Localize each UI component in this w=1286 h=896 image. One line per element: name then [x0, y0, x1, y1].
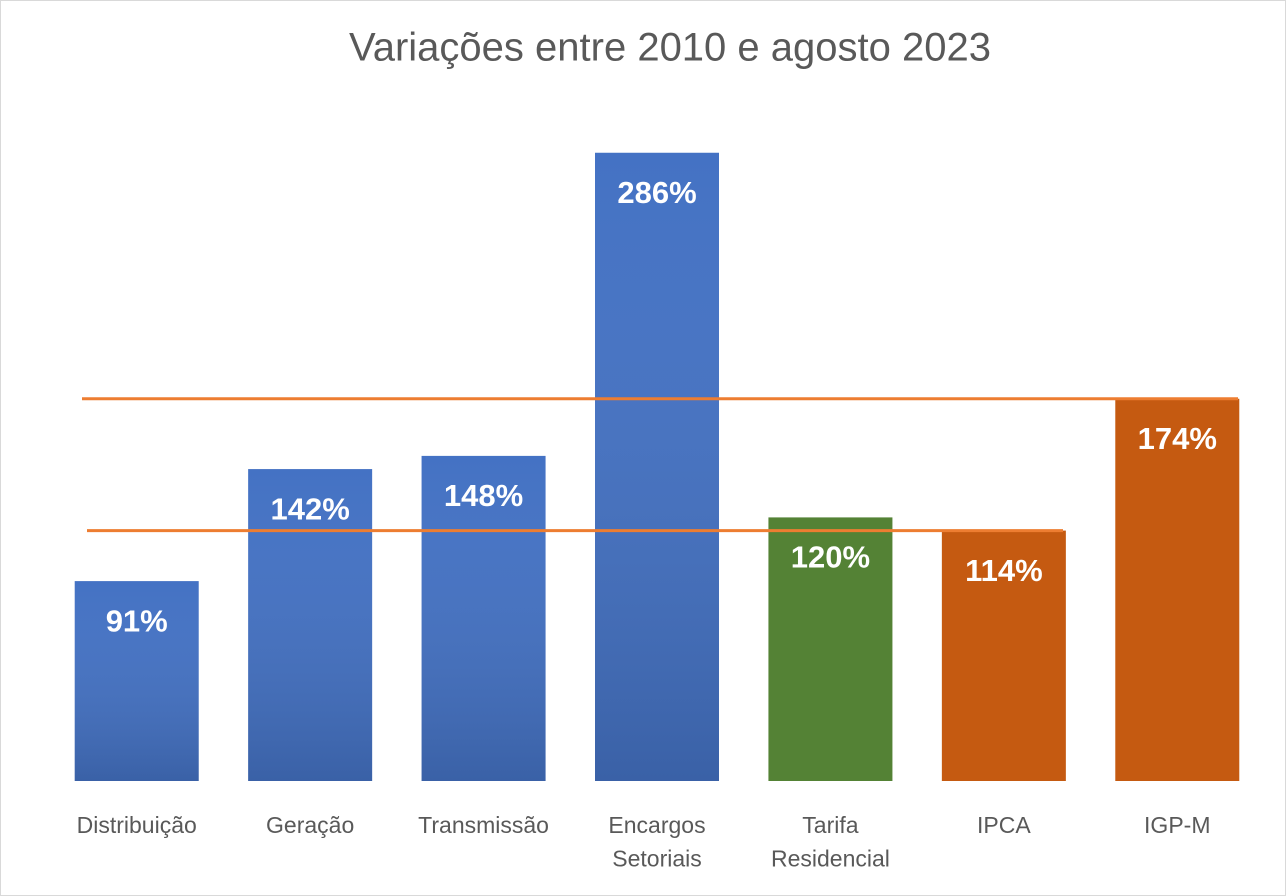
data-label: 148% — [444, 478, 523, 513]
x-tick-label: Tarifa Residencial — [771, 812, 890, 871]
bar-shade — [74, 581, 199, 781]
data-label: 142% — [270, 491, 349, 526]
x-tick-label: Geração — [266, 812, 354, 838]
x-tick-label: Distribuição — [77, 812, 197, 838]
bar — [941, 530, 1066, 781]
x-tick-label: IGP-M — [1144, 812, 1210, 838]
data-label: 120% — [791, 540, 870, 575]
bar — [768, 517, 893, 781]
data-label: 174% — [1138, 421, 1217, 456]
x-tick-label: IPCA — [977, 812, 1031, 838]
chart-title: Variações entre 2010 e agosto 2023 — [349, 26, 991, 70]
data-label: 286% — [617, 175, 696, 210]
bar-shade — [594, 152, 720, 782]
bar-shade — [421, 455, 546, 781]
bar — [1115, 398, 1240, 781]
data-label: 91% — [106, 603, 168, 638]
data-label: 114% — [965, 553, 1043, 588]
x-tick-label: Encargos Setoriais — [608, 812, 705, 871]
x-tick-label: Transmissão — [418, 812, 549, 838]
bar-shade — [248, 469, 373, 781]
